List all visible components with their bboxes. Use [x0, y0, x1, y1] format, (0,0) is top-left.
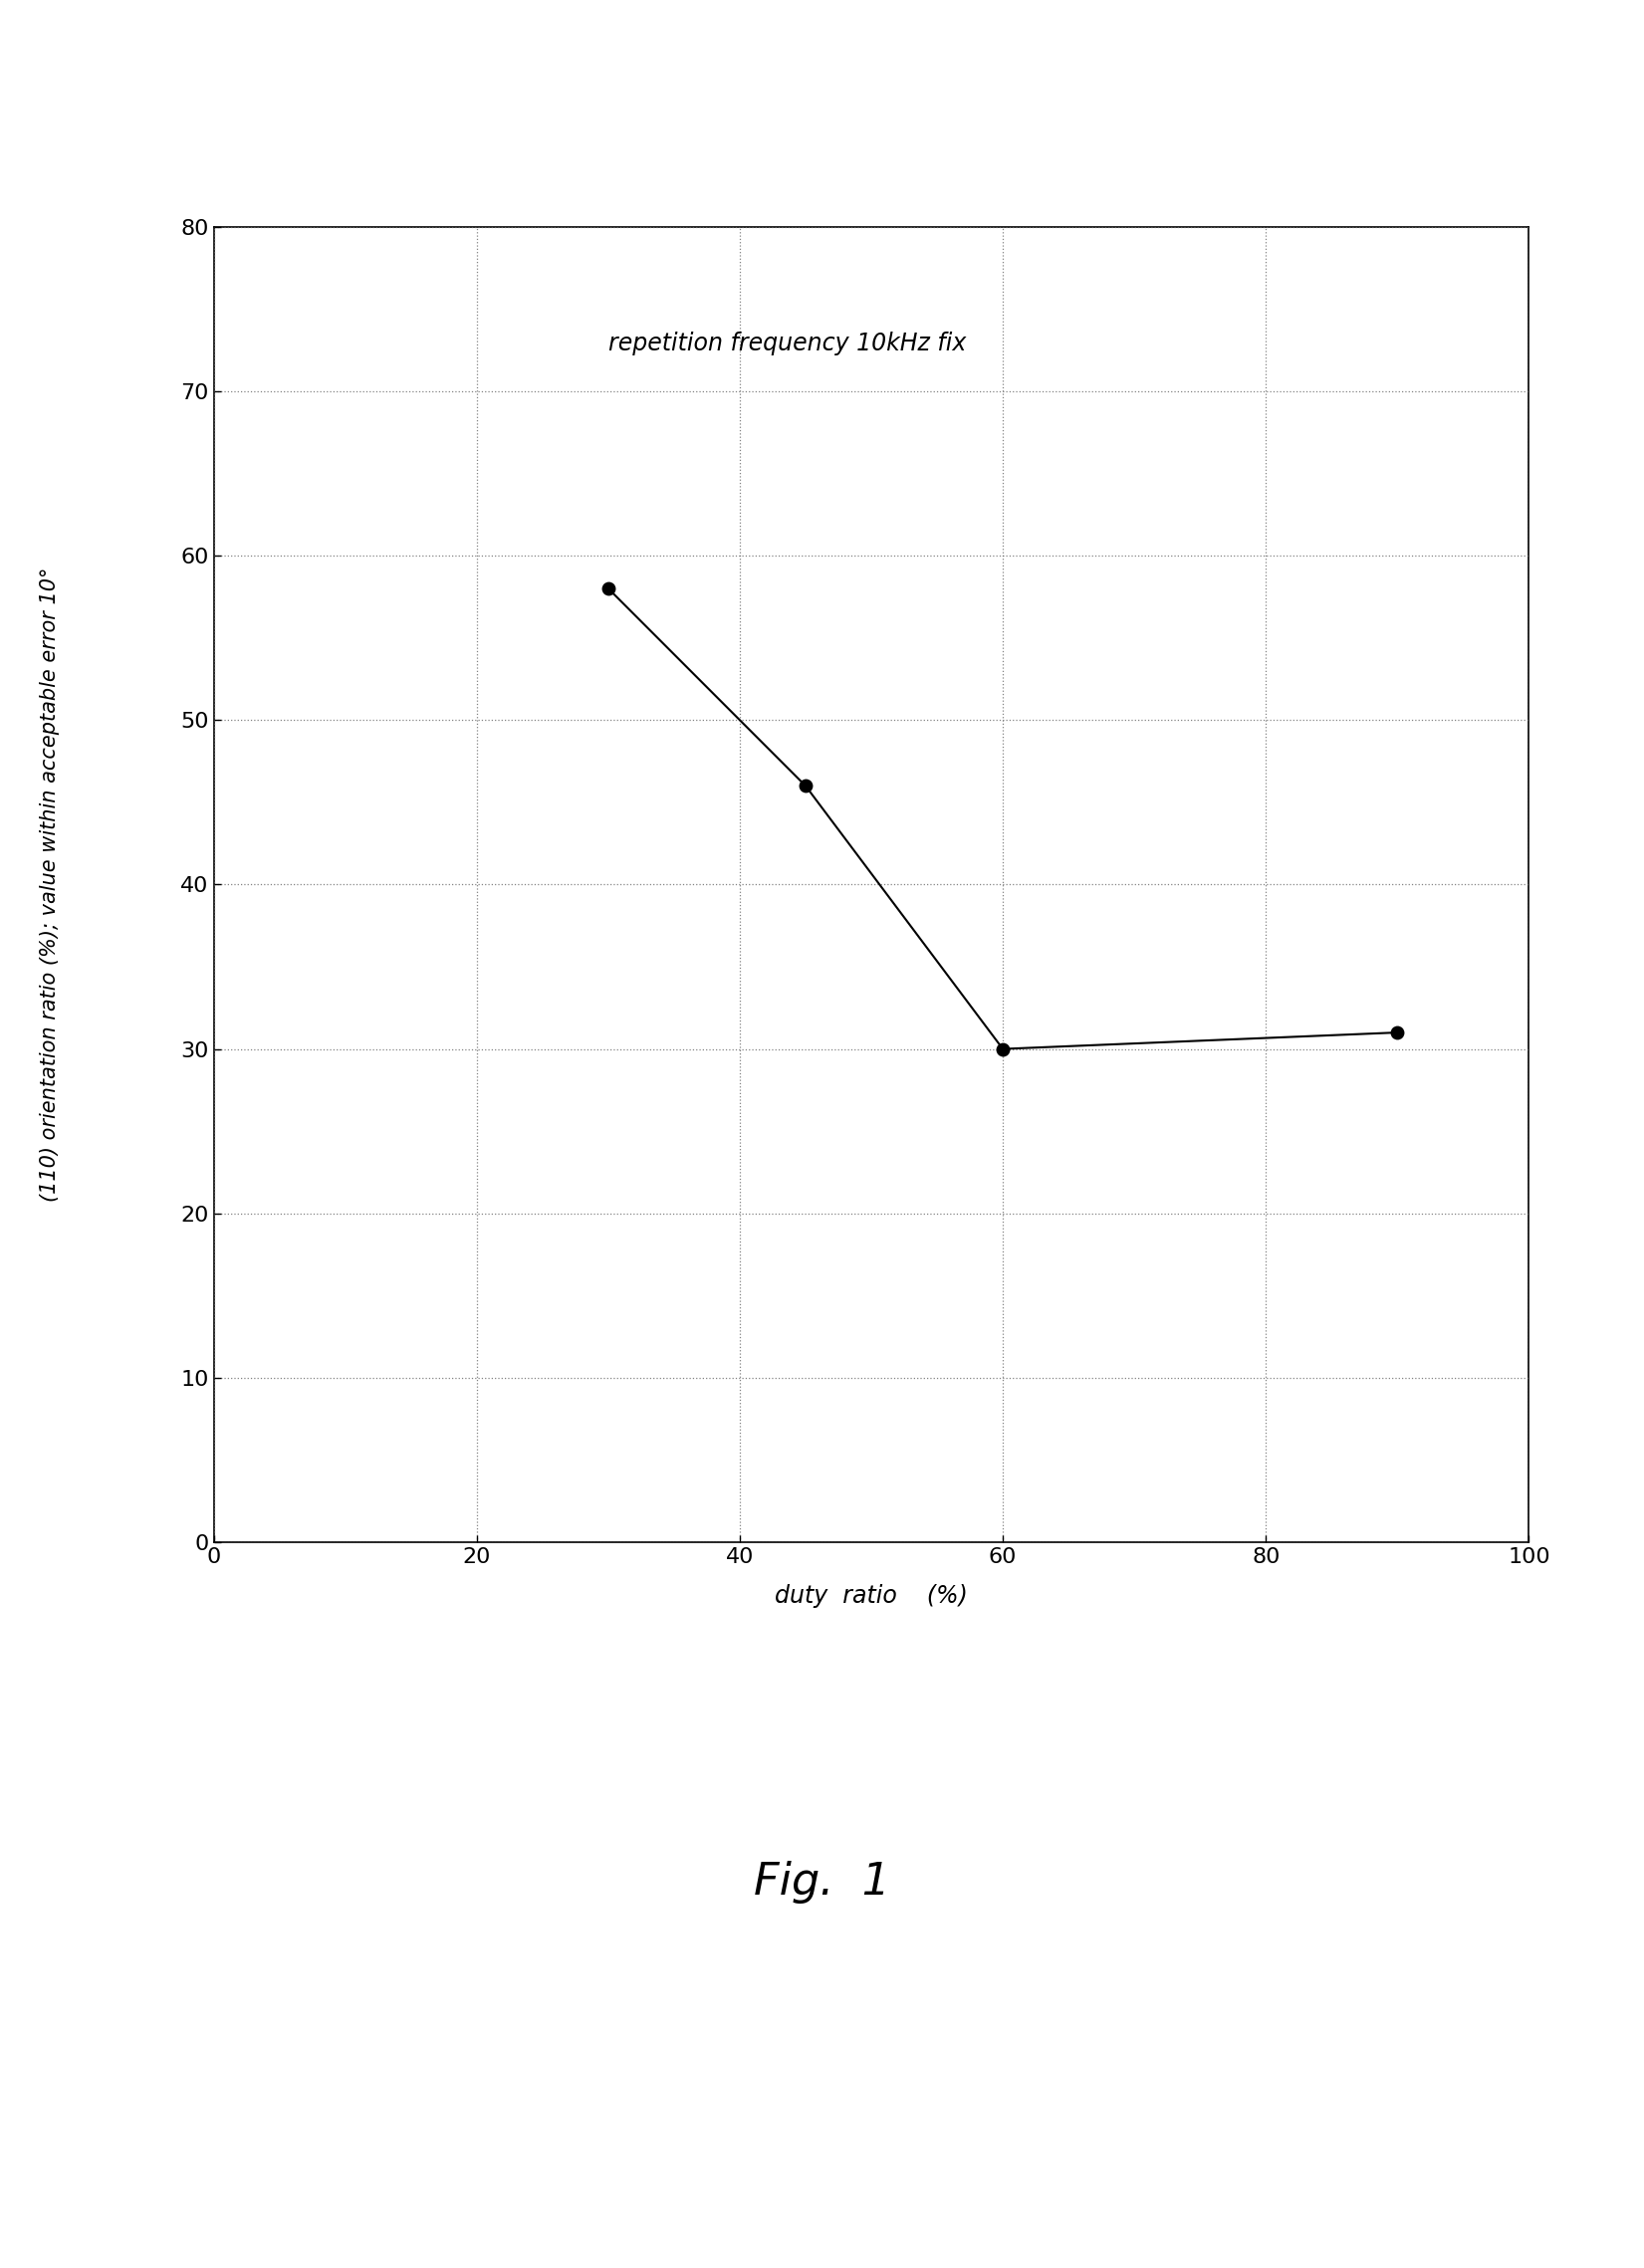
- X-axis label: duty  ratio    (%): duty ratio (%): [774, 1583, 968, 1608]
- Text: repetition frequency 10kHz fix: repetition frequency 10kHz fix: [608, 331, 967, 356]
- Text: (110) orientation ratio (%); value within acceptable error 10°: (110) orientation ratio (%); value withi…: [39, 567, 59, 1202]
- Text: Fig.  1: Fig. 1: [755, 1862, 889, 1903]
